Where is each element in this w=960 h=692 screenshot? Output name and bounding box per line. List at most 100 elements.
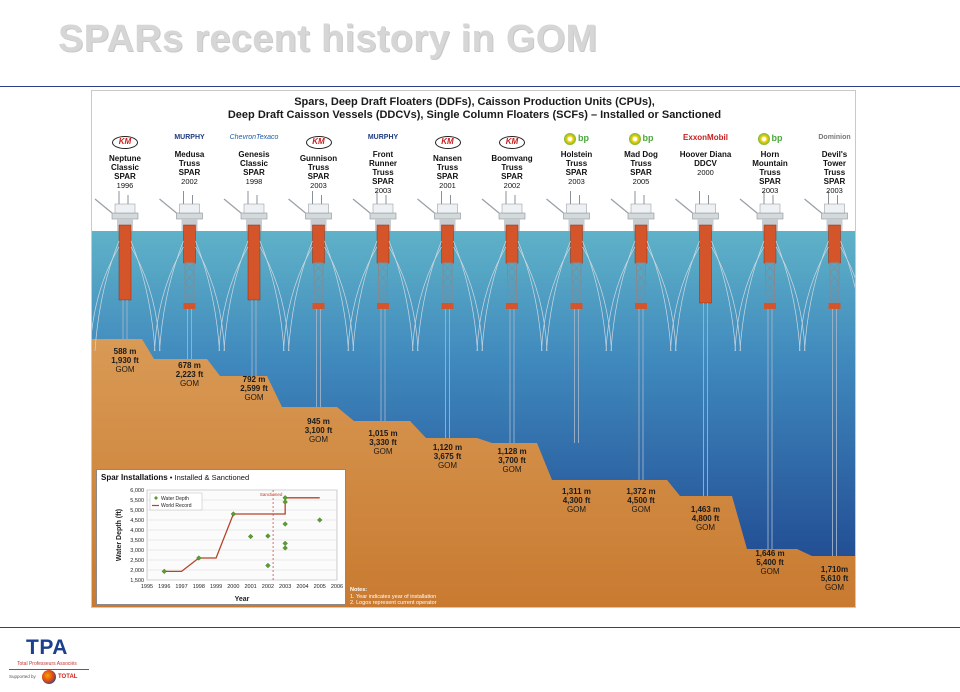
y-tick-label: 3,500 <box>130 538 144 544</box>
spar-unit <box>92 191 161 352</box>
mooring-line <box>517 246 548 352</box>
spar-hull <box>570 224 583 264</box>
truss-brace <box>765 272 775 284</box>
mooring-line <box>288 240 313 352</box>
note-1: 1. Year indicates year of installation <box>350 593 437 600</box>
truss-brace <box>507 292 517 304</box>
unit-header-devil-s: Dominion Devil's Tower Truss SPAR 2003 <box>803 131 856 195</box>
topside-module <box>308 203 329 214</box>
depth-depth-m: 792 m <box>242 375 266 384</box>
unit-name: Boomvang Truss SPAR <box>480 154 544 181</box>
unit-name-line: Tower <box>823 159 846 168</box>
topside-module <box>695 203 716 214</box>
unit-name: Neptune Classic SPAR <box>93 154 157 181</box>
truss-brace <box>636 282 646 294</box>
unit-name-line: DDCV <box>694 159 717 168</box>
mooring-line <box>775 240 801 352</box>
water-depth-point <box>282 495 288 501</box>
depth-region: GOM <box>760 567 780 576</box>
depth-depth-ft: 5,610 ft <box>820 574 849 583</box>
depth-label: 1,646 m 5,400 ft GOM <box>740 549 800 576</box>
unit-name-line: SPAR <box>307 172 330 181</box>
x-tick-label: 2003 <box>279 584 291 590</box>
unit-year: 2003 <box>826 186 843 195</box>
depth-label: 945 m 3,100 ft GOM <box>289 417 349 444</box>
depth-label: 1,372 m 4,500 ft GOM <box>611 487 671 514</box>
mooring-line <box>546 240 571 352</box>
y-tick-label: 1,500 <box>130 578 144 584</box>
operator-logo-text: bp <box>771 133 783 143</box>
soft-tank <box>441 303 454 309</box>
topside-deck <box>305 212 332 220</box>
water-depth-point <box>265 562 271 569</box>
soft-tank <box>312 303 325 309</box>
depth-depth-m: 1,128 m <box>497 447 527 456</box>
unit-name-line: Truss <box>178 159 201 168</box>
mooring-line <box>259 246 290 352</box>
mooring-line <box>840 246 855 279</box>
unit-header-genesis: ChevronTexaco Genesis Classic SPAR 1998 <box>222 131 286 186</box>
legend-box <box>149 492 203 511</box>
spar-hull <box>699 224 712 304</box>
crane-boom <box>675 198 693 214</box>
note-2: 2. Logos represent current operator <box>350 600 437 606</box>
truss-brace <box>313 272 324 284</box>
mooring-line <box>610 240 636 352</box>
truss-brace <box>507 262 517 274</box>
tpa-logo: TPA Total Professeurs Associés Supported… <box>6 636 89 688</box>
water-depth-point <box>282 521 288 527</box>
unit-name: Nansen Truss SPAR <box>416 154 480 181</box>
unit-name-line: Nansen <box>433 154 462 163</box>
spar-unit <box>734 191 806 549</box>
crane-boom <box>159 198 177 214</box>
x-axis-label: Year <box>235 596 250 603</box>
truss-brace <box>184 292 195 304</box>
topside-deck <box>627 212 655 220</box>
truss-brace <box>829 292 840 304</box>
operator-logo-icon: bp <box>545 131 609 145</box>
soft-tank <box>828 303 841 309</box>
x-tick-label: 2006 <box>331 584 343 590</box>
unit-name-line: Truss <box>565 159 588 168</box>
mooring-line <box>775 246 806 352</box>
mooring-line <box>324 246 354 352</box>
unit-header-gunnison: KM Gunnison Truss SPAR 2003 <box>287 131 351 190</box>
unit-header-neptune: KM Neptune Classic SPAR 1996 <box>93 131 157 190</box>
operator-logo-icon: MURPHY <box>351 131 415 145</box>
unit-year: 2001 <box>439 181 456 190</box>
depth-label: 1,128 m 3,700 ft GOM <box>482 447 542 474</box>
x-tick-label: 2000 <box>227 584 239 590</box>
mooring-line <box>259 240 285 352</box>
unit-name-line: Mountain <box>752 159 788 168</box>
mooring-line <box>605 246 636 352</box>
depth-label: 1,120 m 3,675 ft GOM <box>418 443 478 470</box>
unit-name: Horn Mountain Truss SPAR <box>738 150 802 186</box>
topside-deck <box>498 212 526 220</box>
crane-boom <box>352 198 371 214</box>
truss-brace <box>378 272 388 284</box>
spar-unit <box>154 191 225 359</box>
water-depth-point <box>282 545 288 551</box>
x-tick-label: 1995 <box>141 584 153 590</box>
spar-unit <box>541 191 612 443</box>
crane-boom <box>481 198 500 214</box>
y-axis-label: Water Depth (ft) <box>116 509 123 561</box>
depth-depth-ft: 3,675 ft <box>433 452 462 461</box>
topside-deck <box>821 212 848 220</box>
topside-module <box>114 203 136 214</box>
y-tick-label: 4,500 <box>130 518 144 524</box>
mooring-line <box>582 240 607 352</box>
depth-depth-m: 1,120 m <box>432 443 463 452</box>
mooring-line <box>670 246 700 352</box>
mooring-line <box>347 246 378 352</box>
inset-chart-svg: 6,000 5,500 5,000 4,500 4,000 3,500 3,000 2,500… <box>116 488 343 603</box>
water-depth-point <box>230 511 237 517</box>
unit-year: 2002 <box>503 181 521 190</box>
operator-logo-text: ChevronTexaco <box>229 134 279 141</box>
unit-name-line: Gunnison <box>299 154 338 163</box>
unit-name-line: SPAR <box>565 168 588 177</box>
y-tick-label: 3,000 <box>130 548 144 554</box>
truss-brace <box>442 282 453 294</box>
crane-boom <box>417 198 435 214</box>
depth-region: GOM <box>244 393 264 402</box>
